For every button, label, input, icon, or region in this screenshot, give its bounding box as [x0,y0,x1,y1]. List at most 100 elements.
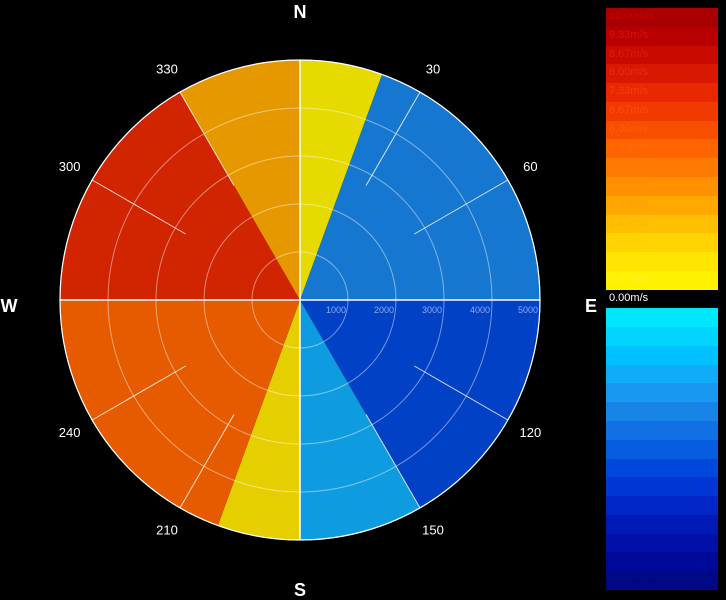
legend-label: 10.00m/s [609,10,655,22]
azimuth-spoke [365,91,421,186]
legend-label: -1.33m/s [609,329,652,342]
radar-plot: 30 60 120 150 210 240 300 330 1000 2000 3000 4000 50… [1,2,598,600]
legend-label: -10.00m/s [609,573,658,586]
legend-label: 8.00m/s [609,66,649,79]
range-label: 4000 [470,305,490,315]
azimuth-label: 240 [59,425,81,440]
legend-label: 5.33m/s [609,141,649,154]
legend-row: -3.33m/s [606,383,718,403]
legend-label: -6.00m/s [609,460,652,473]
legend-swatch [606,26,718,46]
legend-label: -9.33m/s [609,554,652,567]
legend-label: -2.00m/s [609,347,652,360]
range-label: 2000 [374,305,394,315]
legend-label: 2.67m/s [609,216,649,229]
legend-swatch [606,364,718,384]
legend-row: -7.33m/s [606,496,718,515]
range-label: 1000 [326,305,346,315]
legend-swatch [606,571,718,590]
legend-swatch [606,139,718,159]
legend-row: -8.00m/s [606,514,718,534]
azimuth-label: 60 [523,159,537,174]
legend-row: 1.33m/s [606,252,718,271]
legend-swatch [606,289,718,309]
velocity-sector [300,60,383,300]
legend-row: 3.33m/s [606,195,718,215]
compass-west-label: W [1,296,18,316]
legend-row: -1.33m/s [606,327,718,346]
legend-row: 4.00m/s [606,176,718,196]
legend-row: -6.67m/s [606,477,718,497]
legend-swatch [606,270,718,290]
legend-swatch [606,214,718,234]
compass-north-label: N [294,2,307,22]
legend-label: 6.00m/s [609,122,649,135]
legend-label: -4.67m/s [609,423,652,436]
velocity-sector [300,74,540,300]
legend-label: 0.00m/s [609,291,649,304]
velocity-sector [60,92,300,300]
legend-label: 3.33m/s [609,197,649,210]
velocity-sector [180,60,300,300]
azimuth-label: 300 [59,159,81,174]
azimuth-label: 120 [520,425,542,440]
legend-label: -6.67m/s [609,479,652,492]
legend-row: 8.00m/s [606,64,718,84]
legend-label: -7.33m/s [609,498,652,511]
legend-row: 2.00m/s [606,233,718,253]
azimuth-spoke [414,365,509,421]
legend-swatch [606,402,718,422]
legend-swatch [606,458,718,478]
legend-row: 0.00m/s [606,289,718,309]
legend-row: -10.00m/s [606,571,718,590]
legend-row: 6.67m/s [606,101,718,121]
legend-label: 8.67m/s [609,47,649,60]
range-label: 5000 [518,305,538,315]
legend-label: 4.00m/s [609,178,649,191]
legend-label: 1.33m/s [609,254,649,267]
legend-row: -8.67m/s [606,533,718,553]
legend-swatch [606,308,718,328]
legend-row: 0.67m/s [606,270,718,290]
legend-label: -8.00m/s [609,516,652,529]
azimuth-label: 30 [426,62,440,77]
azimuth-label: 210 [156,522,178,537]
legend-row: -4.00m/s [606,402,718,422]
legend-swatch [606,327,718,346]
legend-label: -4.00m/s [609,404,652,417]
legend-swatch [606,552,718,572]
legend-label: 6.67m/s [609,103,649,116]
legend-row: 7.33m/s [606,83,718,102]
legend-swatch [606,45,718,65]
velocity-sector [217,300,300,540]
polar-labels: 30 60 120 150 210 240 300 330 1000 2000 3000 4000 50… [59,62,541,538]
azimuth-spoke [179,414,235,509]
legend-row: -4.67m/s [606,421,718,440]
legend-label: -0.67m/s [609,310,652,323]
legend-swatch [606,83,718,102]
legend-swatch [606,120,718,140]
legend-row: 6.00m/s [606,120,718,140]
legend-swatch [606,233,718,253]
legend-row: 4.67m/s [606,158,718,177]
legend-label: 7.33m/s [609,85,649,98]
legend-row: -6.00m/s [606,458,718,478]
legend-label: 2.00m/s [609,235,649,248]
legend-row: 10.00m/s [606,8,718,27]
legend-label: 0.67m/s [609,272,649,285]
legend-swatch [606,533,718,553]
azimuth-spoke [91,365,186,421]
azimuth-spoke [91,179,186,235]
legend-swatch [606,383,718,403]
legend-swatch [606,496,718,515]
legend-label: 4.67m/s [609,160,649,173]
legend-swatch [606,158,718,177]
velocity-sectors [60,60,540,540]
legend-row: 8.67m/s [606,45,718,65]
polar-grid [59,59,541,541]
azimuth-label: 150 [422,522,444,537]
legend-row: -2.67m/s [606,364,718,384]
legend-swatch [606,101,718,121]
legend-label: 9.33m/s [609,28,649,41]
legend-swatch [606,176,718,196]
